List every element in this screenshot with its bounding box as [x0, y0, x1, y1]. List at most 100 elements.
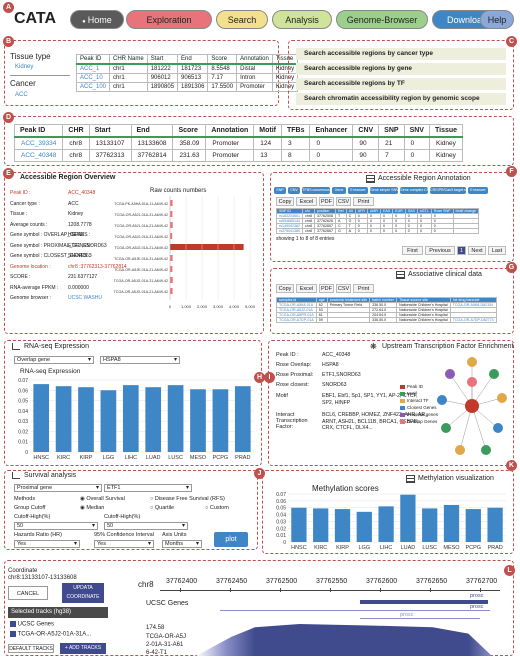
export-copy-button[interactable]: Copy	[276, 197, 294, 206]
nav-analysis-button[interactable]: Analysis	[272, 10, 332, 29]
survival-gene-type-select[interactable]: Proximal gene	[14, 484, 102, 492]
method-os[interactable]: ◉ Overall Survival	[80, 496, 125, 502]
bar[interactable]	[33, 384, 50, 452]
network-node[interactable]	[467, 357, 477, 367]
network-node[interactable]	[481, 445, 491, 455]
bar[interactable]	[487, 507, 503, 542]
clinical-export-pdf-button[interactable]: PDF	[319, 284, 334, 293]
network-node[interactable]	[467, 377, 477, 387]
nav-home-button[interactable]: ● Home	[70, 10, 124, 29]
network-node[interactable]	[493, 423, 503, 433]
nav-exploration-button[interactable]: Exploration	[126, 10, 212, 29]
cancer-value[interactable]: ACC	[15, 92, 28, 98]
annotation-tab[interactable]: Gene complex CNV	[400, 187, 428, 194]
table-cell[interactable]: ACC_40348	[13, 149, 64, 162]
clinical-export-copy-button[interactable]: Copy	[276, 284, 294, 293]
table-row[interactable]: ACC_100 chr1 1890805 1891306 17.5500 Promoter…	[75, 82, 299, 92]
table-row[interactable]: ACC_10 chr1 906012 906513 7.17 Intron Kidney	[75, 73, 299, 83]
ci-select[interactable]: Yes	[94, 540, 154, 548]
table-cell[interactable]: ACC_39334	[13, 136, 64, 150]
bar[interactable]	[145, 387, 162, 452]
bar[interactable]	[356, 511, 372, 542]
bar[interactable]	[334, 509, 351, 542]
count-bar[interactable]	[170, 244, 244, 250]
annotation-tab[interactable]: Enhancer	[348, 187, 368, 194]
cutoff-low-select[interactable]: 50	[104, 522, 188, 530]
cancel-button[interactable]: CANCEL	[8, 586, 48, 600]
overview-field-value[interactable]: UCSC WASHU	[68, 295, 102, 301]
default-tracks-button[interactable]: DEFAULT TRACKS	[8, 644, 54, 653]
table-cell[interactable]: ACC_100	[75, 82, 111, 92]
table-row[interactable]: TCGA-OR-A7DP-01A 59 336.50.0 Nationwide Chi…	[276, 317, 497, 323]
annotation-tab[interactable]: CRISPR/Cas9 target site	[430, 187, 466, 194]
pager-1-button[interactable]: 1	[457, 246, 466, 255]
bar[interactable]	[443, 504, 460, 542]
hr-select[interactable]: Yes	[14, 540, 80, 548]
survival-gene-select[interactable]: ETF1	[104, 484, 192, 492]
bar[interactable]	[313, 508, 329, 542]
annotation-tab[interactable]: SNP	[274, 187, 286, 194]
plot-button[interactable]: plot	[214, 532, 248, 547]
export-csv-button[interactable]: CSV	[336, 197, 351, 206]
search-option[interactable]: Search accessible regions by cancer type	[296, 48, 506, 60]
clinical-export-csv-button[interactable]: CSV	[336, 284, 351, 293]
count-bar[interactable]	[170, 255, 173, 261]
count-bar[interactable]	[170, 200, 173, 206]
count-bar[interactable]	[170, 266, 173, 272]
search-option[interactable]: Search accessible regions by gene	[296, 63, 506, 75]
bar[interactable]	[291, 507, 307, 542]
annotation-tab[interactable]: Enhancer	[468, 187, 488, 194]
coordinate-value[interactable]: chr8:13133107-13133608	[8, 575, 77, 581]
table-row[interactable]: rs149092362 chr8 37762657 C T 0 0 0 0 0 0 0	[276, 223, 480, 229]
clinical-export-excel-button[interactable]: Excel	[296, 284, 317, 293]
track-checkbox-tcga[interactable]: TCGA-OR-A5J2-01A-31A...	[10, 631, 91, 638]
nav-genome-browser-button[interactable]: Genome-Browser	[336, 10, 428, 29]
bar[interactable]	[100, 390, 117, 452]
peak-node[interactable]	[465, 399, 479, 413]
annotation-tab[interactable]: Gene simple SNV	[370, 187, 398, 194]
count-bar[interactable]	[170, 222, 173, 228]
units-select[interactable]: Months	[162, 540, 202, 548]
network-node[interactable]	[489, 369, 499, 379]
network-node[interactable]	[497, 393, 507, 403]
group-median[interactable]: ◉ Median	[80, 505, 105, 511]
cutoff-high-select[interactable]: 50	[14, 522, 98, 530]
nav-search-button[interactable]: Search	[216, 10, 268, 29]
table-row[interactable]: TCGA-OR-A5JZ-01A 53 272.64.0 Nationwide Chi…	[276, 307, 497, 313]
annotation-tab[interactable]: TFBS consensus	[302, 187, 330, 194]
search-option[interactable]: Search chromatin accessibility region by…	[296, 93, 506, 105]
export-print-button[interactable]: Print	[353, 197, 374, 206]
bar[interactable]	[55, 386, 72, 452]
bar[interactable]	[400, 494, 416, 542]
export-excel-button[interactable]: Excel	[296, 197, 317, 206]
count-bar[interactable]	[170, 233, 173, 239]
bar[interactable]	[212, 389, 229, 452]
gene-select[interactable]: HSPA8	[100, 356, 180, 364]
table-row[interactable]: ACC_1 chr1 181222 181723 8.5548 Distal Kidney	[75, 63, 299, 74]
bar[interactable]	[422, 508, 438, 542]
add-tracks-button[interactable]: + ADD TRACKS	[60, 643, 106, 654]
pager-previous-button[interactable]: Previous	[425, 246, 455, 255]
search-option[interactable]: Search accessible regions by TF	[296, 78, 506, 90]
gene-bar[interactable]	[360, 600, 488, 604]
bar[interactable]	[122, 385, 139, 452]
update-coordinate-button[interactable]: UPDATA COORDINATE	[62, 583, 104, 603]
network-node[interactable]	[455, 445, 465, 455]
annotation-tab[interactable]: CNV	[288, 187, 300, 194]
track-checkbox-ucsc[interactable]: UCSC Genes	[10, 621, 54, 628]
count-bar[interactable]	[170, 288, 173, 294]
network-node[interactable]	[441, 423, 451, 433]
group-quartile[interactable]: ○ Quartile	[150, 505, 175, 511]
count-bar[interactable]	[170, 211, 173, 217]
bar[interactable]	[190, 389, 206, 452]
nav-help-button[interactable]: Help	[480, 10, 514, 29]
pager-next-button[interactable]: Next	[468, 246, 486, 255]
bar[interactable]	[78, 387, 94, 452]
count-bar[interactable]	[170, 277, 173, 283]
bar[interactable]	[378, 506, 394, 542]
method-dfs[interactable]: ○ Disease Free Survival (RFS)	[150, 496, 225, 502]
pager-last-button[interactable]: Last	[488, 246, 506, 255]
network-node[interactable]	[445, 369, 455, 379]
table-row[interactable]: rs375041380 chr8 37762667 G A 0 0 0 0 0 0 0	[276, 228, 480, 234]
network-node[interactable]	[437, 395, 447, 405]
